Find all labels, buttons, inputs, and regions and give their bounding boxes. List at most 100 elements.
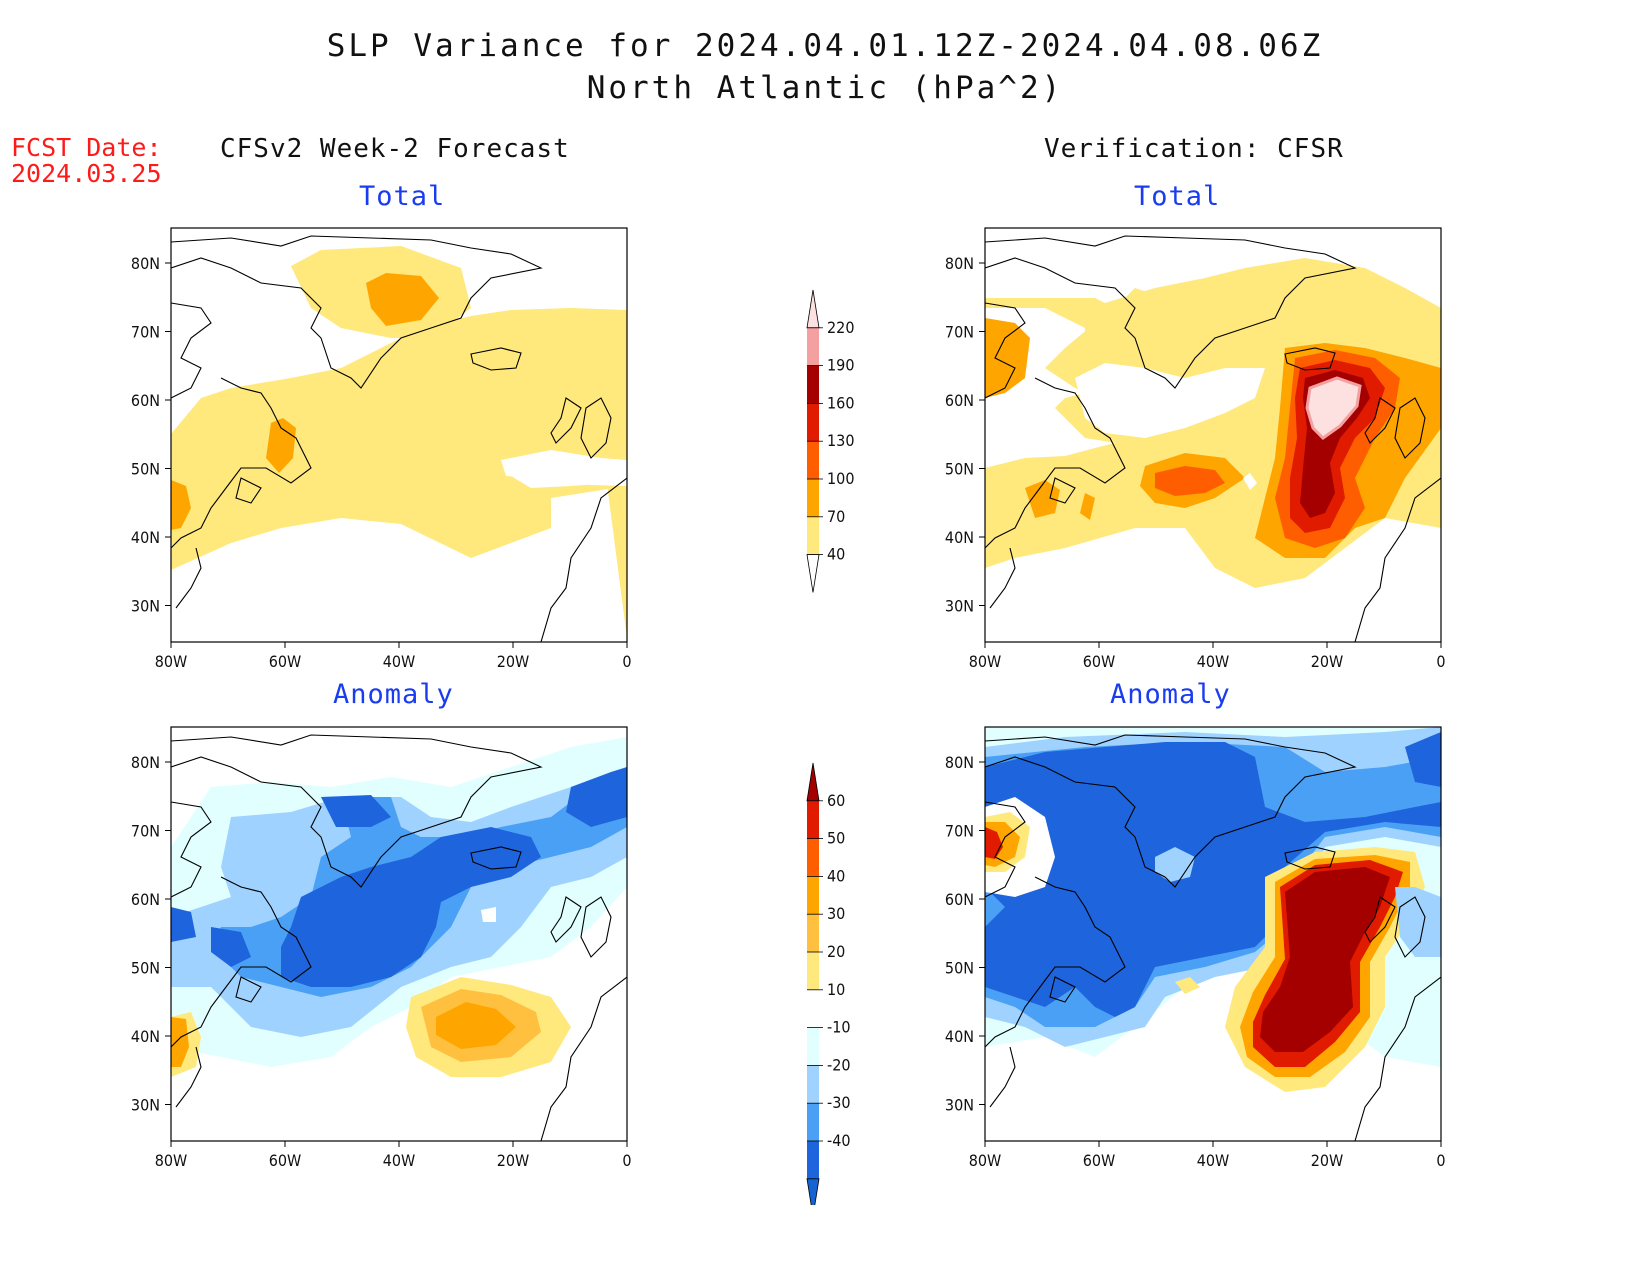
colorbar-end-arrow [806, 762, 820, 802]
lat-tick-label: 30N [131, 1096, 160, 1115]
lon-tick-label: 0 [622, 652, 631, 671]
colorbar-end-arrow [806, 554, 820, 593]
lon-tick-label: 20W [1311, 652, 1344, 671]
lat-tick-label: 80N [131, 254, 160, 273]
contour-40-70 [171, 308, 627, 638]
main-subtitle: North Atlantic (hPa^2) [586, 70, 1064, 106]
lat-tick-label: 80N [945, 254, 974, 273]
lon-tick-label: 60W [1083, 652, 1116, 671]
colorbar-tick-label: 20 [827, 942, 845, 961]
colorbar-segment [807, 876, 819, 915]
panel-title-fcst-anomaly: Anomaly [333, 679, 454, 710]
lat-tick-label: 60N [945, 890, 974, 909]
lat-tick-label: 70N [945, 323, 974, 342]
colorbar-segment [807, 516, 819, 555]
lon-tick-label: 0 [622, 1151, 631, 1170]
lat-tick-label: 40N [131, 1027, 160, 1046]
colorbar-segment [807, 1027, 819, 1066]
colorbar-tick-label: -10 [827, 1018, 851, 1037]
lat-tick-label: 40N [945, 528, 974, 547]
panel-title-verif-anomaly: Anomaly [1110, 679, 1231, 710]
colorbar-tick-label: 40 [827, 866, 845, 885]
lon-tick-label: 80W [969, 652, 1002, 671]
colorbar-segment [807, 952, 819, 990]
colorbar-segment [807, 800, 819, 839]
lat-tick-label: 80N [945, 753, 974, 772]
fcst-date-value: 2024.03.25 [11, 159, 162, 188]
lat-tick-label: 30N [945, 597, 974, 616]
lat-tick-label: 50N [945, 460, 974, 479]
lon-tick-label: 60W [269, 652, 302, 671]
lon-tick-label: 20W [497, 652, 530, 671]
panel-title-fcst-total: Total [359, 181, 446, 212]
colorbar-segment [807, 1141, 819, 1179]
colorbar-tick-label: -30 [827, 1093, 851, 1112]
contour-gt-60 [1260, 867, 1390, 1052]
lon-tick-label: 80W [155, 652, 188, 671]
map-fcst-anomaly [170, 726, 628, 1142]
colorbar-tick-label: 160 [827, 393, 854, 412]
colorbar-tick-label: 220 [827, 318, 854, 337]
lon-tick-label: 60W [269, 1151, 302, 1170]
colorbar-segment [807, 403, 819, 442]
colorbar-tick-label: 30 [827, 904, 845, 923]
colorbar-end-arrow [806, 1178, 820, 1205]
contour-lt-40 [985, 742, 1441, 1017]
lat-tick-label: 60N [131, 890, 160, 909]
lat-tick-label: 30N [945, 1096, 974, 1115]
colorbar-tick-label: -20 [827, 1055, 851, 1074]
panel-title-verif-total: Total [1134, 181, 1221, 212]
lat-tick-label: 80N [131, 753, 160, 772]
left-column-title: CFSv2 Week-2 Forecast [220, 134, 570, 164]
colorbar-tick-label: 10 [827, 980, 845, 999]
lat-tick-label: 30N [131, 597, 160, 616]
main-title: SLP Variance for 2024.04.01.12Z-2024.04.… [326, 28, 1324, 64]
colorbar-tick-label: 190 [827, 356, 854, 375]
lat-tick-label: 50N [945, 959, 974, 978]
colorbar-segment [807, 365, 819, 404]
colorbar-segment [807, 838, 819, 877]
colorbar-total: 220 190 160 130 100 70 40 [806, 289, 854, 593]
lon-tick-label: 40W [383, 1151, 416, 1170]
lon-tick-label: 80W [155, 1151, 188, 1170]
contour-70-100 [366, 273, 439, 326]
colorbar-segment [807, 1065, 819, 1104]
colorbar-tick-label: -40 [827, 1131, 851, 1150]
colorbar-tick-label: 50 [827, 829, 845, 848]
colorbar-tick-label: 100 [827, 469, 854, 488]
colorbar-tick-label: 60 [827, 791, 845, 810]
map-fcst-total [170, 227, 628, 643]
lon-tick-label: 0 [1436, 652, 1445, 671]
colorbar-tick-label: 70 [827, 507, 845, 526]
lon-tick-label: 20W [497, 1151, 530, 1170]
lon-tick-label: 40W [1197, 1151, 1230, 1170]
colorbar-end-arrow [806, 289, 820, 329]
lat-tick-label: 60N [945, 391, 974, 410]
fcst-date-label: FCST Date: [11, 133, 162, 162]
lat-tick-label: 50N [131, 460, 160, 479]
lat-tick-label: 50N [131, 959, 160, 978]
colorbar-segment [807, 441, 819, 479]
lat-tick-label: 40N [945, 1027, 974, 1046]
lat-tick-label: 60N [131, 391, 160, 410]
right-column-title: Verification: CFSR [1044, 134, 1344, 164]
lon-tick-label: 40W [1197, 652, 1230, 671]
lon-tick-label: 20W [1311, 1151, 1344, 1170]
lon-tick-label: 60W [1083, 1151, 1116, 1170]
lat-tick-label: 70N [131, 323, 160, 342]
colorbar-anomaly: 60 50 40 30 20 10 -10 -20 -30 -40 [806, 762, 851, 1205]
lat-tick-label: 70N [945, 822, 974, 841]
colorbar-segment [807, 327, 819, 366]
map-verif-anomaly [984, 726, 1442, 1142]
colorbar-segment [807, 479, 819, 517]
lat-tick-label: 40N [131, 528, 160, 547]
lat-tick-label: 70N [131, 822, 160, 841]
colorbar-tick-label: 130 [827, 431, 854, 450]
lon-tick-label: 80W [969, 1151, 1002, 1170]
map-verif-total [984, 227, 1442, 643]
colorbar-segment [807, 1103, 819, 1141]
lon-tick-label: 0 [1436, 1151, 1445, 1170]
colorbar-segment [807, 914, 819, 952]
lon-tick-label: 40W [383, 652, 416, 671]
colorbar-segment [807, 989, 819, 1028]
